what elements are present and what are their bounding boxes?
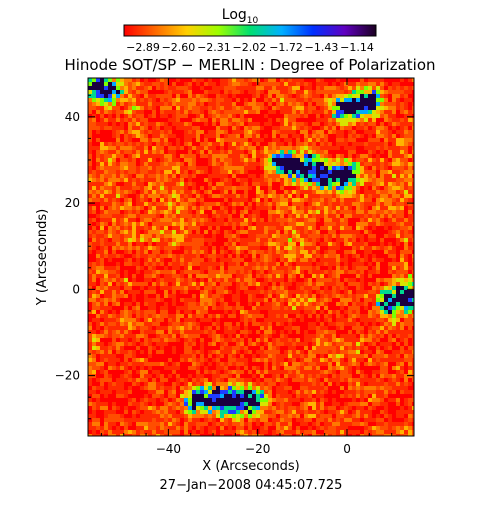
colorbar-label-subscript: 10 xyxy=(247,16,259,26)
x-axis-label: X (Arcseconds) xyxy=(202,459,299,474)
colorbar-gradient xyxy=(124,25,376,36)
plot-frame xyxy=(87,77,415,437)
colorbar-tick-label: −2.60 xyxy=(162,41,196,54)
y-tick-label: 0 xyxy=(72,282,80,296)
chart-title: Hinode SOT/SP − MERLIN : Degree of Polar… xyxy=(64,56,435,74)
colorbar-label: Log10 xyxy=(222,7,259,26)
x-tick-label: −20 xyxy=(245,442,270,456)
colorbar: Log10 −2.89 −2.60 −2.31 −2.02 −1.72 −1.43 −1.1… xyxy=(123,7,377,54)
colorbar-tick-label: −1.72 xyxy=(269,41,303,54)
colorbar-tick-label: −2.02 xyxy=(233,41,267,54)
x-tick-label: 0 xyxy=(343,442,351,456)
y-axis-label: Y (Arcseconds) xyxy=(35,209,50,306)
colorbar-ticks: −2.89 −2.60 −2.31 −2.02 −1.72 −1.43 −1.14 xyxy=(126,41,374,54)
x-axis-ticks: −40 −20 0 xyxy=(100,78,415,456)
colorbar-tick-label: −2.31 xyxy=(197,41,231,54)
colorbar-frame xyxy=(123,24,377,37)
y-tick-label: 40 xyxy=(65,110,80,124)
x-tick-label: −40 xyxy=(156,442,181,456)
y-axis-ticks: −20 0 20 40 xyxy=(55,94,414,420)
timestamp: 27−Jan−2008 04:45:07.725 xyxy=(160,478,343,493)
colorbar-tick-label: −2.89 xyxy=(126,41,160,54)
heatmap-cells xyxy=(88,78,414,436)
colorbar-label-base: Log xyxy=(222,7,247,23)
colorbar-tick-label: −1.14 xyxy=(340,41,374,54)
colorbar-tick-label: −1.43 xyxy=(305,41,339,54)
y-tick-label: 20 xyxy=(65,196,80,210)
y-tick-label: −20 xyxy=(55,369,80,383)
